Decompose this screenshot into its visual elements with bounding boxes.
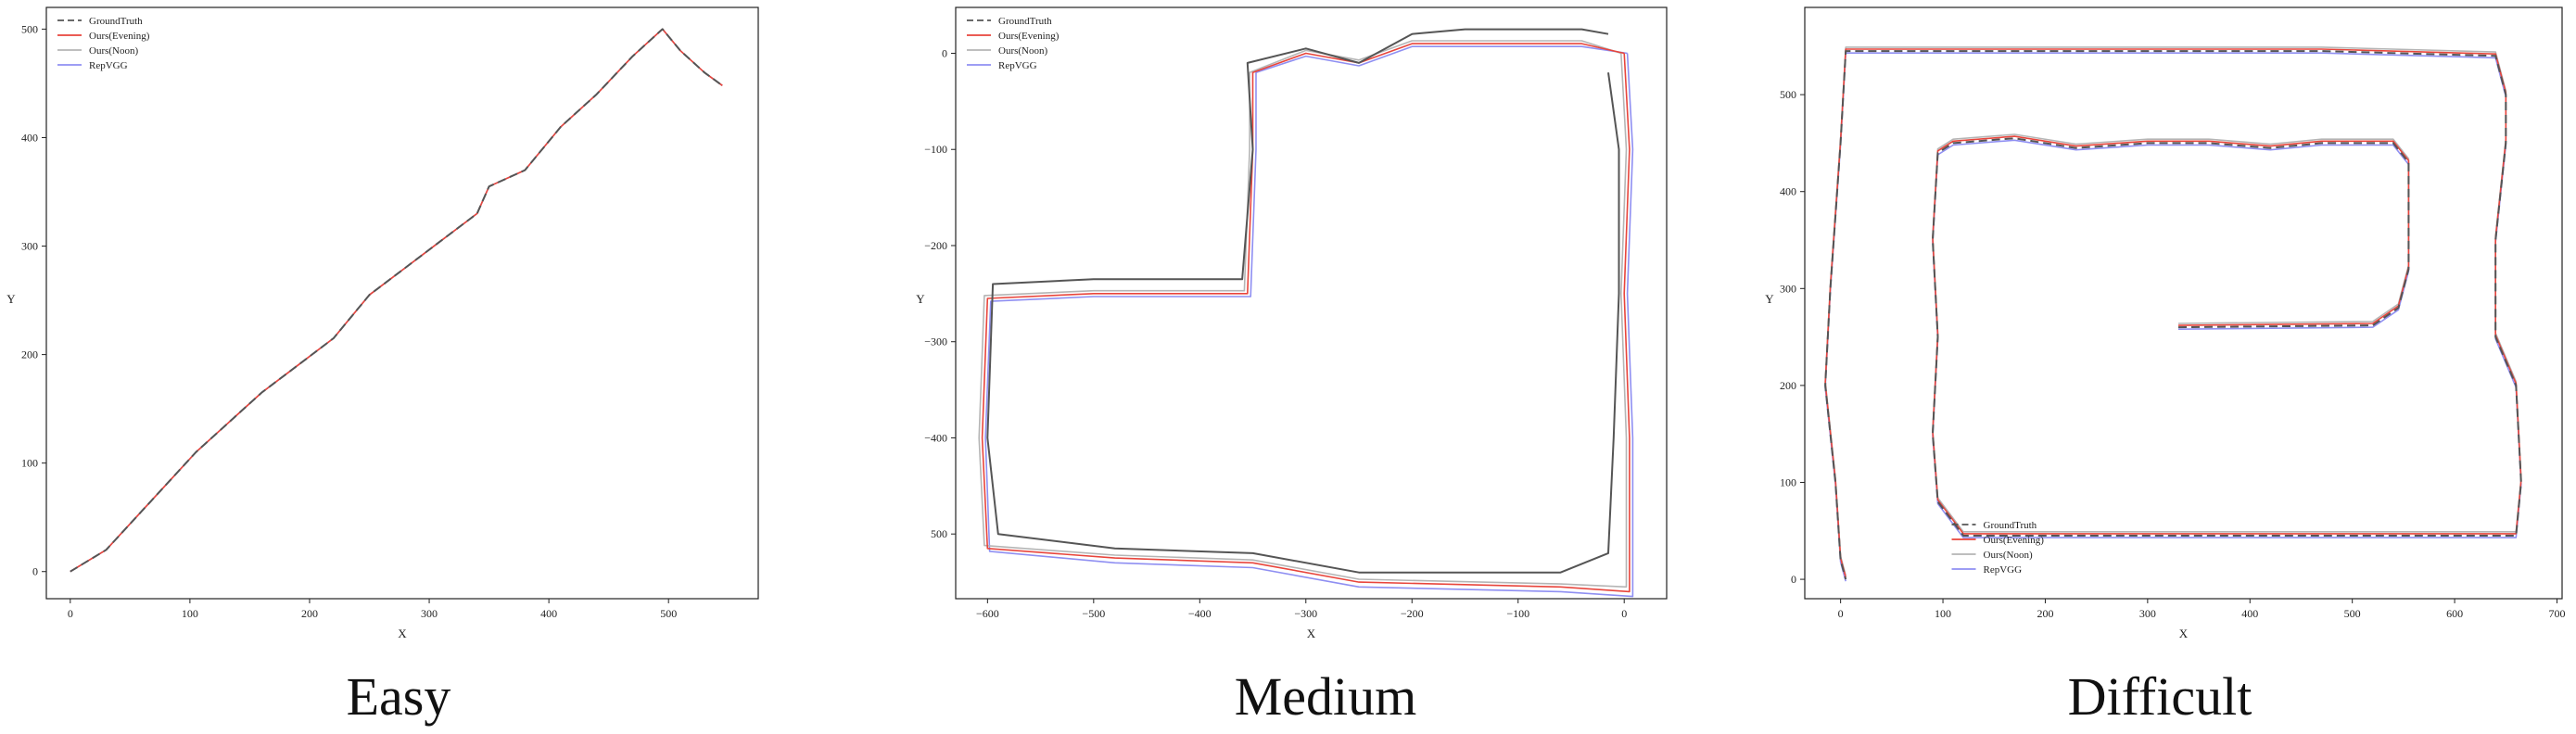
x-tick-label: −500 (1082, 607, 1105, 620)
series-line-repvgg (1824, 52, 2522, 582)
chart-medium: −600 −500 −400 −300 −200 −100 0 0 −100 −200 −300 −4… (916, 6, 1668, 640)
x-tick-label: 400 (540, 607, 557, 620)
x-tick-label: 400 (2241, 607, 2258, 620)
y-tick-label: 400 (1780, 185, 1796, 198)
legend-label: Ours(Noon) (89, 45, 138, 57)
x-tick-label: −100 (1506, 607, 1529, 620)
y-tick-label: 200 (1780, 379, 1796, 392)
x-tick-label: 500 (2344, 607, 2361, 620)
y-tick-label: 0 (32, 565, 38, 578)
series-line-ours-noon (70, 28, 723, 573)
series-line-groundtruth (1824, 50, 2522, 580)
y-tick-label: 0 (1791, 573, 1796, 586)
x-tick-label: 0 (68, 607, 73, 620)
x-tick-label: −400 (1188, 607, 1212, 620)
x-axis-label: X (1307, 626, 1316, 640)
x-axis-label: X (398, 626, 407, 640)
caption-difficult: Difficult (2067, 666, 2252, 727)
series-line-ours-evening (981, 43, 1631, 593)
x-tick-label: 200 (301, 607, 318, 620)
series-line-repvgg (984, 45, 1634, 598)
plot-frame (45, 6, 759, 600)
y-tick-label: 100 (1780, 475, 1796, 488)
chart-easy: 0 100 200 300 400 500 0 100 200 300 400 500 X Y Ground… (6, 6, 759, 640)
series-line-repvgg (70, 28, 723, 573)
y-tick-label: 300 (21, 240, 38, 253)
x-tick-label: 0 (1838, 607, 1844, 620)
legend-label: Ours(Evening) (89, 31, 150, 42)
x-tick-label: −300 (1294, 607, 1317, 620)
series-line-ours-evening (70, 28, 723, 573)
series-line-ours-evening (1824, 48, 2522, 578)
y-tick-label: 100 (21, 457, 38, 470)
y-tick-label: 500 (931, 527, 947, 540)
x-tick-label: 200 (2037, 607, 2053, 620)
chart-difficult: 0 100 200 300 400 500 600 700 0 100 200 300 400 500 X Y… (1765, 6, 2565, 640)
legend: GroundTruth Ours(Evening) Ours(Noon) RepVGG (57, 16, 150, 71)
y-tick-label: −200 (924, 239, 947, 252)
x-tick-label: 700 (2548, 607, 2565, 620)
chart-panel-difficult: 0 100 200 300 400 500 600 700 0 100 200 300 400 500 X Y… (1717, 0, 2576, 649)
series-line-groundtruth (70, 28, 723, 573)
plot-frame (1804, 6, 2563, 600)
legend-label: Ours(Noon) (1984, 550, 2033, 561)
legend: GroundTruth Ours(Evening) Ours(Noon) RepVGG (967, 16, 1060, 71)
x-tick-label: 300 (421, 607, 438, 620)
y-tick-label: 500 (1780, 88, 1796, 101)
plot-frame (955, 6, 1668, 600)
series-line-groundtruth (986, 28, 1620, 574)
y-tick-label: −100 (924, 143, 947, 156)
caption-easy: Easy (346, 666, 451, 727)
x-tick-label: 100 (1935, 607, 1951, 620)
chart-panel-easy: 0 100 200 300 400 500 0 100 200 300 400 500 X Y Ground… (0, 0, 858, 649)
x-tick-label: 0 (1621, 607, 1627, 620)
x-tick-label: −200 (1401, 607, 1424, 620)
y-tick-label: 0 (942, 46, 947, 59)
legend-label: RepVGG (998, 60, 1037, 71)
y-axis-label: Y (1765, 292, 1774, 306)
y-tick-label: 400 (21, 131, 38, 144)
legend-label: RepVGG (89, 60, 128, 71)
legend-label: GroundTruth (89, 16, 143, 27)
legend-label: RepVGG (1984, 564, 2023, 576)
legend-label: GroundTruth (1984, 520, 2037, 531)
legend-label: Ours(Evening) (998, 31, 1060, 42)
y-tick-label: 200 (21, 348, 38, 361)
legend: GroundTruth Ours(Evening) Ours(Noon) RepVGG (1951, 520, 2045, 576)
y-tick-label: −400 (924, 431, 947, 444)
y-axis-label: Y (6, 292, 16, 306)
legend-label: GroundTruth (998, 16, 1052, 27)
series-line-ours-noon (978, 40, 1628, 588)
y-tick-label: −300 (924, 335, 947, 348)
legend-label: Ours(Evening) (1984, 535, 2045, 546)
y-tick-label: 500 (21, 22, 38, 35)
x-tick-label: −600 (976, 607, 999, 620)
x-tick-label: 100 (182, 607, 198, 620)
chart-panel-medium: −600 −500 −400 −300 −200 −100 0 0 −100 −200 −300 −4… (858, 0, 1717, 649)
series-line-ours-noon (1824, 46, 2522, 576)
x-tick-label: 300 (2139, 607, 2156, 620)
x-tick-label: 500 (660, 607, 677, 620)
legend-label: Ours(Noon) (998, 45, 1047, 57)
y-tick-label: 300 (1780, 282, 1796, 295)
x-axis-label: X (2179, 626, 2189, 640)
x-tick-label: 600 (2446, 607, 2463, 620)
caption-medium: Medium (1234, 666, 1417, 727)
y-axis-label: Y (916, 292, 925, 306)
